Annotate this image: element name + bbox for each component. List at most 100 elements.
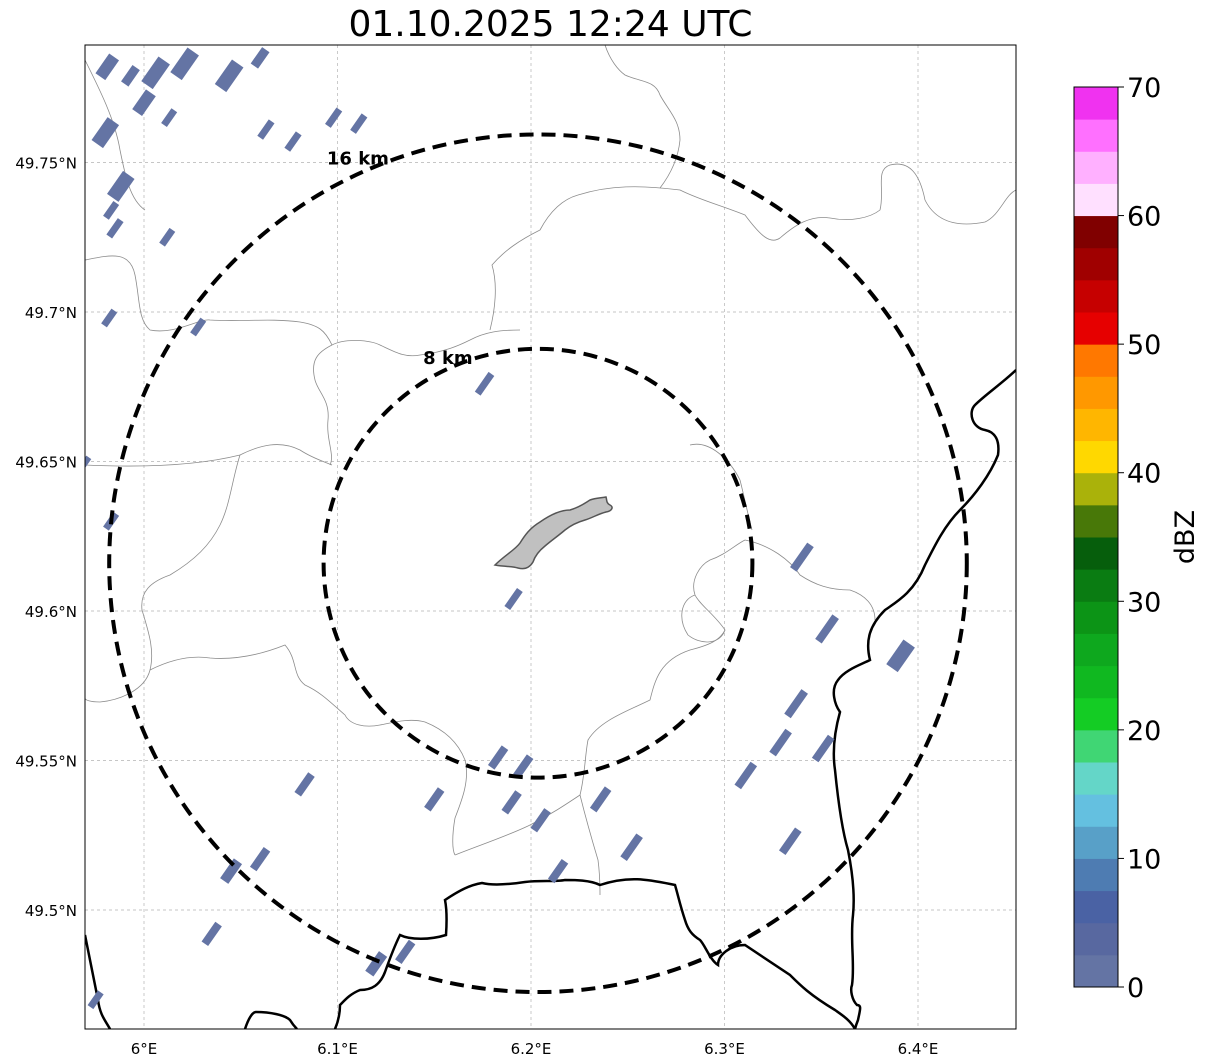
echo-cell <box>132 89 156 116</box>
colorbar-segment <box>1074 537 1118 570</box>
echo-cell <box>159 227 176 247</box>
echo-cell <box>811 734 835 763</box>
range-ring-label: 8 km <box>423 348 473 369</box>
echo-cell <box>106 218 124 239</box>
colorbar-tick-label: 10 <box>1127 844 1161 875</box>
echo-cell <box>790 542 814 572</box>
echo-cell <box>589 786 612 813</box>
echo-cell <box>121 65 140 87</box>
colorbar-segment <box>1074 762 1118 795</box>
lat-tick-label: 49.6°N <box>25 603 77 621</box>
colorbar-segment <box>1074 247 1118 281</box>
colorbar-segment <box>1074 504 1118 538</box>
echo-cell <box>886 639 915 673</box>
echo-cell <box>620 833 643 861</box>
axis-tick-labels: 6°E 6.1°E 6.2°E 6.3°E 6.4°E 49.75°N 49.7°N 49.6… <box>15 155 938 1059</box>
lat-tick-label: 49.55°N <box>15 753 77 771</box>
echo-cell <box>107 170 135 202</box>
colorbar-segment <box>1074 633 1118 667</box>
colorbar-segment <box>1074 890 1118 924</box>
radar-echoes <box>85 24 915 1010</box>
colorbar-tick-label: 40 <box>1127 459 1161 490</box>
lat-tick-label: 49.7°N <box>25 304 77 322</box>
map-frame-border <box>84 44 1017 1030</box>
echo-cell <box>530 808 551 833</box>
echo-cell <box>815 614 839 644</box>
colorbar-segment <box>1074 87 1118 120</box>
colorbar-tick-label: 70 <box>1127 73 1161 104</box>
lat-tick-label: 49.65°N <box>15 454 77 472</box>
colorbar-tick-label: 20 <box>1127 716 1161 747</box>
colorbar-segment <box>1074 954 1118 988</box>
colorbar-tick-label: 50 <box>1127 330 1161 361</box>
colorbar-segment <box>1074 408 1118 442</box>
echo-cell <box>214 59 244 93</box>
lon-tick-label: 6.4°E <box>898 1040 939 1058</box>
map-title: 01.10.2025 12:24 UTC <box>348 4 753 45</box>
echo-cell <box>778 827 802 855</box>
echo-cell <box>501 790 522 815</box>
colorbar-segment <box>1074 858 1118 892</box>
echo-cell <box>784 689 808 719</box>
echo-cell <box>201 921 222 947</box>
echo-cell <box>101 308 118 328</box>
colorbar-segment <box>1074 183 1118 217</box>
colorbar-tick-label: 0 <box>1127 973 1144 1004</box>
echo-cell <box>487 745 509 770</box>
national-border <box>85 369 1016 1029</box>
range-rings: 16 km 8 km <box>107 132 969 995</box>
colorbar-tick-label: 30 <box>1127 587 1161 618</box>
echo-cell <box>325 107 343 128</box>
echo-cell <box>504 588 523 611</box>
echo-cell <box>103 200 120 220</box>
echo-cell <box>294 772 315 797</box>
echo-cell <box>424 787 445 812</box>
echo-cell <box>284 131 302 152</box>
echo-cell <box>395 939 416 964</box>
echo-cell <box>249 847 271 872</box>
colorbar-segment <box>1074 826 1118 859</box>
colorbar-segment <box>1074 729 1118 763</box>
echo-cell <box>257 119 275 140</box>
echo-cell <box>190 317 207 337</box>
lat-tick-label: 49.75°N <box>15 155 77 173</box>
echo-cell <box>220 858 243 884</box>
lon-tick-label: 6°E <box>131 1040 158 1058</box>
colorbar-segment <box>1074 665 1118 699</box>
colorbar-segment <box>1074 922 1118 956</box>
colorbar-segment <box>1074 697 1118 731</box>
colorbar-border <box>1073 86 1119 988</box>
echo-cell <box>275 24 292 44</box>
echo-cell <box>350 113 368 134</box>
range-ring <box>321 346 755 780</box>
echo-cell <box>87 990 104 1010</box>
echo-cell <box>734 761 758 790</box>
colorbar-segment <box>1074 151 1118 184</box>
colorbar-segment <box>1074 344 1118 377</box>
lat-tick-label: 49.5°N <box>25 902 77 920</box>
echo-cell <box>513 754 534 779</box>
echo-cell <box>170 47 199 81</box>
colorbar-segment <box>1074 119 1118 152</box>
colorbar-segment <box>1074 376 1118 409</box>
colorbar-segment <box>1074 472 1118 506</box>
colorbar-segment <box>1074 601 1118 634</box>
city-area-polygon <box>493 496 613 570</box>
colorbar-segment <box>1074 440 1118 474</box>
echo-cell <box>365 951 388 977</box>
echo-cell <box>141 56 170 90</box>
echo-cell <box>91 117 120 149</box>
colorbar-segment <box>1074 279 1118 313</box>
echo-cell <box>547 859 569 884</box>
colorbar-segment <box>1074 794 1118 827</box>
lon-tick-label: 6.2°E <box>511 1040 552 1058</box>
echo-cell <box>769 728 792 757</box>
colorbar: 0 10 20 30 40 50 60 70 dBZ <box>1073 73 1201 1004</box>
colorbar-segment <box>1074 569 1118 602</box>
range-ring <box>107 132 969 995</box>
echo-cell <box>95 53 120 81</box>
colorbar-segment <box>1074 312 1118 345</box>
echo-cell <box>250 47 270 69</box>
lon-tick-label: 6.3°E <box>704 1040 745 1058</box>
range-ring-label: 16 km <box>327 148 389 169</box>
